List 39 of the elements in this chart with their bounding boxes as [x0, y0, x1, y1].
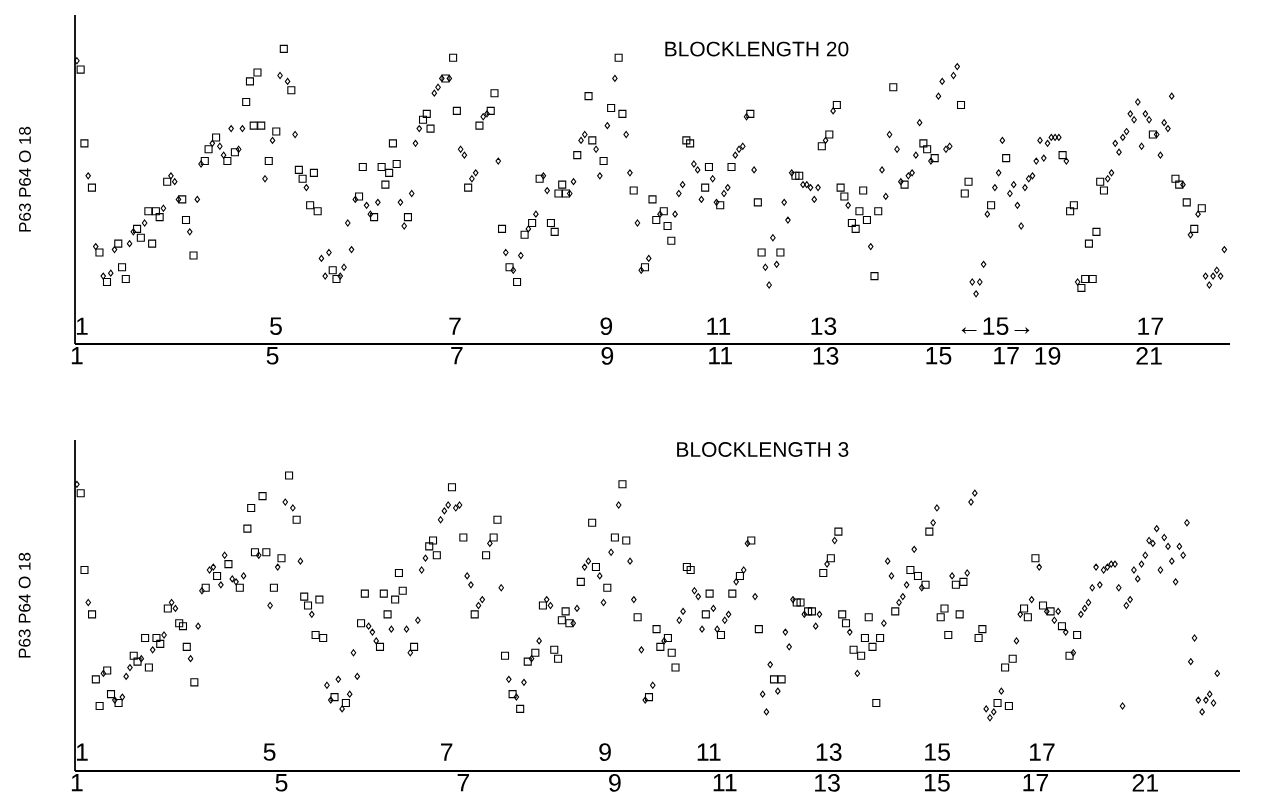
x-tick-label: 9: [601, 347, 614, 365]
annotation: 5: [263, 743, 276, 761]
x-tick-label: 19: [1035, 347, 1061, 365]
x-tick-label: 17: [1023, 774, 1049, 792]
y-axis-title: P63 P64 O 18: [18, 552, 31, 658]
x-tick-label: 17: [994, 347, 1019, 365]
x-tick-label: 7: [457, 774, 470, 792]
annotation: 1: [76, 317, 88, 335]
y-axis-title: P63 P64 O 18: [18, 126, 31, 232]
x-tick-label: 5: [275, 774, 288, 792]
annotation: 9: [600, 317, 613, 336]
annotation: 7: [449, 317, 461, 335]
annotation: 13: [816, 743, 842, 761]
annotation: 13: [811, 317, 837, 336]
x-tick-label: 21: [1132, 774, 1158, 792]
x-tick-label: 7: [451, 347, 463, 365]
annotation: 17: [1138, 317, 1163, 335]
x-tick-label: 1: [71, 774, 83, 792]
annotation: 17: [1029, 743, 1055, 761]
x-tick-label: 11: [713, 774, 737, 792]
annotation: 9: [599, 743, 611, 761]
annotation: 5: [270, 317, 282, 335]
x-tick-label: 9: [609, 774, 621, 792]
chart-title: BLOCKLENGTH 3: [677, 442, 849, 457]
x-tick-label: 13: [813, 347, 839, 365]
x-tick-label: 15: [924, 774, 950, 792]
x-tick-label: 13: [815, 774, 840, 792]
x-tick-label: 1: [71, 347, 83, 365]
annotation: 11: [707, 317, 731, 335]
annotation: 1: [76, 743, 88, 761]
x-tick-label: 11: [709, 347, 732, 365]
annotation: 15: [925, 743, 950, 761]
chart-title: BLOCKLENGTH 20: [665, 41, 849, 57]
x-tick-label: 5: [266, 347, 279, 365]
annotation: 11: [697, 743, 721, 761]
annotation: ←15→: [961, 317, 1030, 335]
x-tick-label: 21: [1136, 347, 1162, 365]
x-tick-label: 15: [926, 347, 952, 365]
annotation: 7: [440, 743, 453, 761]
